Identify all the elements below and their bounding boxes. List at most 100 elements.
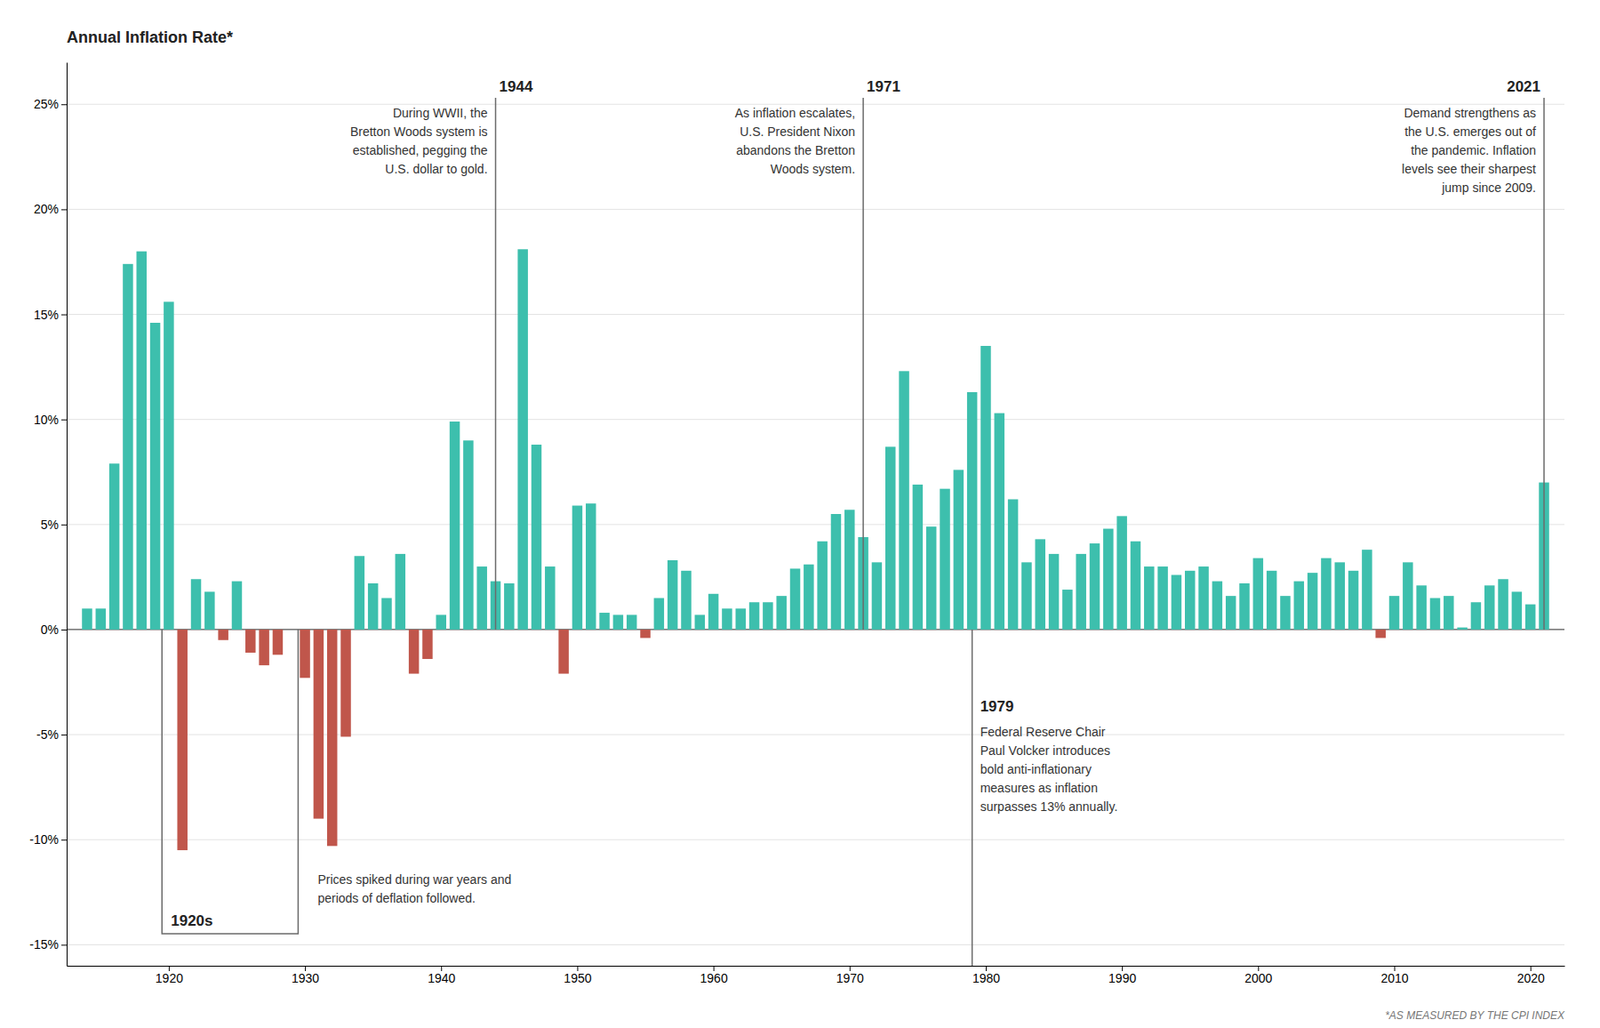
bar	[872, 561, 882, 630]
bar	[1021, 561, 1032, 630]
annotation-line-text: During WWII, the	[392, 105, 488, 120]
bar	[1348, 570, 1359, 630]
grid-line	[66, 523, 1565, 525]
annotation-line-text: Prices spiked during war years and	[317, 872, 512, 887]
annotation-line-text: Bretton Woods system is	[350, 124, 488, 139]
bar	[368, 583, 378, 630]
grid-line	[66, 839, 1565, 840]
bar	[885, 446, 896, 630]
bar	[558, 629, 568, 674]
bar	[1144, 566, 1154, 630]
bar	[1525, 604, 1536, 630]
bar	[939, 488, 950, 630]
bar	[245, 629, 256, 653]
y-tick-label: 5%	[40, 517, 59, 532]
bar	[1294, 581, 1304, 630]
bar	[1430, 598, 1440, 630]
bar	[408, 629, 419, 674]
annotation-line	[862, 97, 864, 630]
y-tick: -5%	[36, 727, 67, 742]
bar	[613, 614, 624, 630]
annotation: 1920s Prices spiked during war years andp…	[161, 629, 512, 934]
y-tick-label: -5%	[36, 727, 59, 742]
bar	[667, 560, 678, 630]
bar	[803, 564, 814, 630]
x-tick: 1940	[427, 965, 456, 985]
y-tick: 25%	[33, 96, 67, 112]
annotation-box	[161, 629, 298, 934]
y-tick-label: 0%	[40, 622, 59, 637]
annotation: 1944During WWII, theBretton Woods system…	[350, 78, 534, 630]
bar	[1130, 541, 1141, 630]
bar	[926, 526, 936, 630]
x-tick: 1960	[700, 965, 728, 985]
bar	[967, 392, 977, 630]
bar	[708, 593, 719, 630]
y-tick: -10%	[29, 832, 67, 847]
annotation-text: Federal Reserve Chair Paul Volcker introd…	[980, 724, 1119, 814]
bar	[912, 484, 923, 630]
bar	[204, 591, 215, 630]
bar	[1280, 595, 1290, 630]
bar	[136, 251, 147, 630]
bar	[96, 608, 106, 630]
annotation: 2021Demand strengthens asthe U.S. emerge…	[1401, 78, 1544, 630]
bar	[1484, 584, 1495, 630]
bar	[286, 628, 296, 630]
bar	[680, 570, 691, 630]
bar	[395, 553, 406, 630]
bar	[736, 608, 746, 630]
bar	[1198, 566, 1208, 630]
x-tick-label: 1970	[836, 970, 864, 985]
x-tick: 1990	[1108, 965, 1136, 985]
bar	[327, 629, 337, 846]
y-tick-mark	[61, 524, 67, 526]
bar	[640, 629, 650, 638]
bar	[1225, 595, 1236, 630]
annotation-line-text: Federal Reserve Chair	[980, 724, 1106, 739]
y-tick-mark	[61, 734, 67, 736]
bar	[504, 583, 514, 630]
bar	[176, 629, 187, 850]
x-tick: 2000	[1244, 965, 1272, 985]
annotation-line-text: Woods system.	[770, 161, 856, 176]
annotation-text: Prices spiked during war years andperiod…	[317, 872, 512, 905]
bar	[1212, 581, 1223, 630]
annotation-label: 1920s	[170, 912, 213, 929]
bar	[695, 614, 705, 630]
bar	[531, 444, 542, 630]
annotation: 1971 As inflation escalates,U.S. Presiden…	[735, 78, 901, 630]
bar	[449, 421, 460, 630]
bar	[1103, 528, 1113, 630]
x-tick-label: 2020	[1517, 970, 1545, 985]
annotation-text: As inflation escalates,U.S. President Ni…	[735, 105, 856, 176]
annotation-label: 1971	[866, 78, 901, 96]
bar	[340, 629, 351, 737]
x-tick-label: 2010	[1380, 970, 1408, 985]
x-tick: 1920	[155, 965, 184, 985]
bar	[1512, 591, 1522, 630]
bar	[585, 503, 596, 630]
bar	[1456, 627, 1467, 630]
annotation-line-text: U.S. dollar to gold.	[384, 161, 488, 176]
annotations: 1920s Prices spiked during war years andp…	[161, 78, 1544, 966]
bar	[1389, 595, 1400, 630]
bar	[749, 601, 760, 630]
annotation-line-text: surpasses 13% annually.	[980, 799, 1119, 814]
bar	[150, 322, 160, 630]
bar	[517, 248, 528, 630]
annotation-line-text: Paul Volcker introduces	[980, 743, 1111, 758]
annotation-text: During WWII, theBretton Woods system ise…	[350, 105, 488, 176]
bar	[816, 541, 827, 630]
bar	[1116, 515, 1127, 630]
bar	[1075, 553, 1086, 630]
x-tick-label: 1940	[427, 970, 456, 985]
bar	[258, 629, 269, 665]
grid-line	[66, 418, 1565, 420]
annotation-line-text: As inflation escalates,	[735, 105, 856, 120]
grid-line	[66, 944, 1565, 945]
annotation-line	[971, 629, 974, 966]
annotation-line	[1543, 97, 1545, 630]
annotation-line-text: Demand strengthens as	[1403, 105, 1536, 120]
bar	[436, 614, 447, 630]
